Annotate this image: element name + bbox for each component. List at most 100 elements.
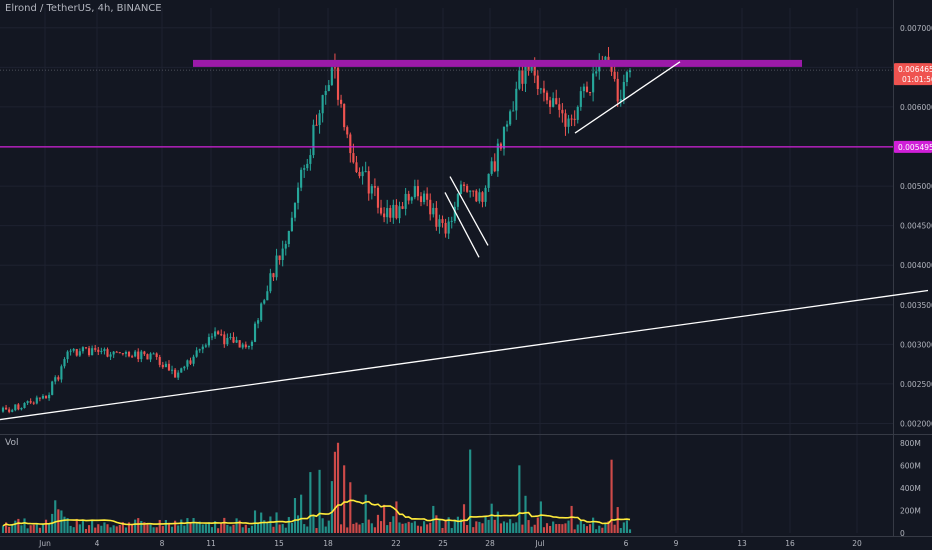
candle-body — [66, 351, 69, 360]
candle-body — [253, 323, 257, 342]
candle-body — [549, 100, 552, 107]
resistance-zone — [193, 59, 802, 67]
candle-body — [44, 395, 48, 399]
candle-body — [383, 213, 386, 218]
candle-body — [386, 208, 389, 218]
volume-bar — [266, 522, 269, 533]
candle-body — [4, 407, 8, 410]
candle-body — [69, 350, 72, 352]
candle-body — [407, 193, 410, 201]
candle-body — [72, 349, 75, 351]
volume-bar — [459, 519, 463, 533]
candle-body — [81, 347, 84, 352]
volume-bar — [527, 520, 530, 533]
volume-bar — [413, 521, 416, 533]
candle-body — [226, 338, 229, 345]
candle-body — [367, 171, 370, 194]
volume-bar — [198, 521, 201, 533]
candle-body — [146, 354, 149, 360]
volume-bar — [456, 516, 459, 533]
candle-body — [241, 344, 244, 348]
candle-body — [573, 118, 576, 120]
volume-bar — [401, 523, 404, 533]
volume-bar — [484, 515, 487, 533]
candle-body — [570, 118, 573, 120]
volume-bar — [555, 524, 558, 533]
volume-bar — [524, 495, 527, 533]
candle-body — [14, 404, 17, 411]
volume-bar — [610, 459, 613, 533]
volume-bar — [161, 526, 164, 533]
candle-body — [521, 70, 524, 84]
volume-bar — [383, 504, 386, 533]
candles — [1, 47, 632, 414]
volume-bar — [78, 524, 81, 533]
volume-bar — [315, 528, 318, 533]
volume-bar — [69, 525, 72, 533]
volume-bar — [469, 449, 472, 533]
volume-bar — [592, 517, 595, 533]
volume-bar — [223, 517, 226, 533]
volume-bar — [447, 517, 450, 533]
candle-body — [87, 348, 91, 356]
time-axis-label: 11 — [206, 539, 216, 548]
candle-body — [149, 353, 152, 360]
volume-pane-label: Vol — [5, 438, 19, 448]
candle-body — [1, 407, 5, 412]
volume-bar — [306, 526, 309, 533]
candle-body — [576, 106, 579, 120]
volume-bar — [475, 521, 478, 533]
volume-bar — [625, 520, 629, 533]
volume-bar — [238, 520, 241, 533]
candle-body — [318, 113, 321, 126]
volume-bar — [170, 526, 174, 533]
volume-bar — [376, 514, 380, 533]
candle-body — [60, 366, 63, 380]
candle-body — [275, 255, 278, 278]
volume-bar — [386, 525, 389, 533]
candle-body — [32, 402, 35, 404]
volume-bar — [303, 524, 306, 533]
candle-body — [530, 66, 533, 71]
volume-bar — [134, 519, 137, 533]
volume-bar — [542, 527, 546, 533]
volume-bar — [616, 507, 619, 533]
volume-bar — [370, 523, 373, 533]
volume-bar — [177, 525, 180, 533]
candle-body — [198, 349, 201, 351]
candle-body — [26, 401, 29, 404]
candle-body — [131, 356, 134, 358]
volume-bar — [493, 519, 496, 533]
candle-body — [370, 186, 373, 194]
volume-bar — [287, 517, 290, 533]
volume-bar — [35, 523, 38, 533]
candle-body — [97, 349, 100, 352]
candle-body — [555, 98, 558, 105]
candle-body — [352, 153, 355, 163]
candle-body — [321, 95, 324, 114]
volume-bar — [395, 501, 398, 533]
volume-bar — [284, 527, 287, 533]
volume-bar — [561, 524, 564, 533]
candle-body — [312, 124, 315, 156]
volume-bar — [330, 481, 333, 533]
candle-body — [174, 369, 177, 378]
volume-bar — [549, 525, 552, 533]
candle-body — [484, 187, 487, 202]
candle-body — [201, 346, 204, 350]
volume-bar — [75, 518, 78, 533]
volume-bar — [44, 519, 48, 533]
candle-body — [401, 206, 404, 209]
volume-bar — [112, 525, 115, 533]
candle-body — [395, 204, 398, 219]
candle-body — [281, 248, 284, 261]
volume-bar — [318, 469, 321, 533]
volume-bar — [438, 519, 441, 533]
volume-bar — [416, 525, 420, 533]
candle-body — [124, 351, 128, 354]
candle-body — [57, 377, 60, 380]
candle-body — [346, 127, 349, 135]
current-price-badge — [894, 63, 932, 86]
